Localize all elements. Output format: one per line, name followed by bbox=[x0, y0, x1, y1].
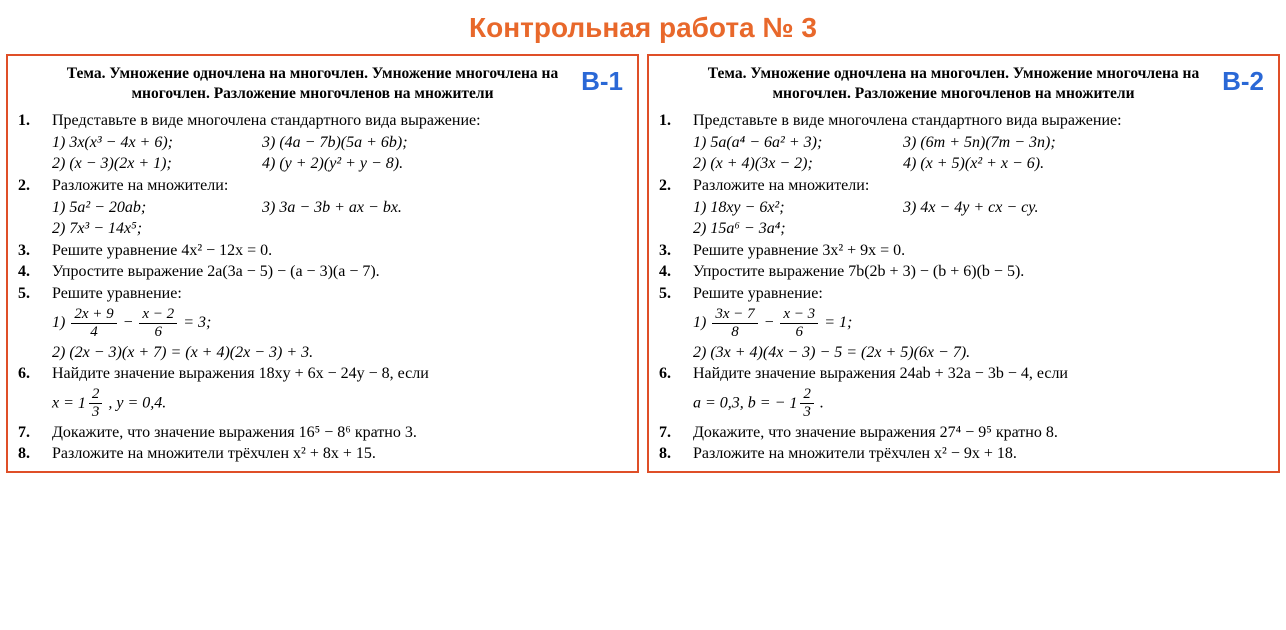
sub: 3) (6m + 5n)(7m − 3n); bbox=[903, 132, 1056, 154]
sub: 4) (x + 5)(x² + x − 6). bbox=[903, 153, 1044, 175]
sub: 2) 15a⁶ − 3a⁴; bbox=[693, 218, 903, 240]
variant-2: В-2 Тема. Умножение одночлена на многочл… bbox=[647, 54, 1280, 473]
theme-text: Умножение одночлена на многочлен. Умноже… bbox=[109, 65, 558, 102]
task-text: Упростите выражение 7b(2b + 3) − (b + 6)… bbox=[693, 263, 1024, 280]
task-text: Разложите на множители трёхчлен x² + 8x … bbox=[52, 445, 376, 462]
task-num: 6. bbox=[659, 363, 693, 422]
task-num: 4. bbox=[659, 261, 693, 283]
variant-1: В-1 Тема. Умножение одночлена на многочл… bbox=[6, 54, 639, 473]
task-text: Решите уравнение: bbox=[52, 283, 627, 305]
task-num: 3. bbox=[659, 240, 693, 262]
task-text: Найдите значение выражения 24ab + 32a − … bbox=[693, 363, 1268, 385]
eq-line: 1) 2x + 94 − x − 26 = 3; bbox=[52, 305, 627, 342]
task-num: 7. bbox=[18, 422, 52, 444]
task-num: 5. bbox=[659, 283, 693, 363]
sub: 1) 3x(x³ − 4x + 6); bbox=[52, 132, 262, 154]
sub: 2) (2x − 3)(x + 7) = (x + 4)(2x − 3) + 3… bbox=[52, 342, 627, 364]
task-num: 2. bbox=[659, 175, 693, 240]
task-text: Решите уравнение 3x² + 9x = 0. bbox=[693, 242, 905, 259]
task-num: 6. bbox=[18, 363, 52, 422]
sub: 2) (x + 4)(3x − 2); bbox=[693, 153, 903, 175]
theme-text: Умножение одночлена на многочлен. Умноже… bbox=[750, 65, 1199, 102]
theme-block: Тема. Умножение одночлена на многочлен. … bbox=[18, 64, 627, 110]
sub: 1) 18xy − 6x²; bbox=[693, 197, 903, 219]
task-text: Решите уравнение: bbox=[693, 283, 1268, 305]
page-title: Контрольная работа № 3 bbox=[0, 0, 1286, 54]
task-num: 5. bbox=[18, 283, 52, 363]
eq-line: x = 123 , y = 0,4. bbox=[52, 385, 627, 422]
task-text: Разложите на множители: bbox=[52, 175, 627, 197]
task-num: 1. bbox=[18, 110, 52, 175]
sub: 2) 7x³ − 14x⁵; bbox=[52, 218, 262, 240]
task-text: Представьте в виде многочлена стандартно… bbox=[693, 110, 1268, 132]
task-num: 8. bbox=[18, 443, 52, 465]
task-text: Разложите на множители: bbox=[693, 175, 1268, 197]
eq-line: a = 0,3, b = − 123 . bbox=[693, 385, 1268, 422]
variants-container: В-1 Тема. Умножение одночлена на многочл… bbox=[0, 54, 1286, 473]
theme-label: Тема. bbox=[708, 65, 747, 82]
task-num: 1. bbox=[659, 110, 693, 175]
task-num: 2. bbox=[18, 175, 52, 240]
task-text: Разложите на множители трёхчлен x² − 9x … bbox=[693, 445, 1017, 462]
task-num: 4. bbox=[18, 261, 52, 283]
sub: 1) 5a² − 20ab; bbox=[52, 197, 262, 219]
task-text: Найдите значение выражения 18xy + 6x − 2… bbox=[52, 363, 627, 385]
variant-badge-2: В-2 bbox=[1222, 64, 1264, 99]
task-num: 8. bbox=[659, 443, 693, 465]
theme-label: Тема. bbox=[67, 65, 106, 82]
task-text: Представьте в виде многочлена стандартно… bbox=[52, 110, 627, 132]
task-text: Упростите выражение 2a(3a − 5) − (a − 3)… bbox=[52, 263, 380, 280]
eq-line: 1) 3x − 78 − x − 36 = 1; bbox=[693, 305, 1268, 342]
sub: 4) (y + 2)(y² + y − 8). bbox=[262, 153, 403, 175]
task-num: 3. bbox=[18, 240, 52, 262]
task-num: 7. bbox=[659, 422, 693, 444]
sub: 2) (x − 3)(2x + 1); bbox=[52, 153, 262, 175]
task-text: Докажите, что значение выражения 16⁵ − 8… bbox=[52, 424, 417, 441]
sub: 1) 5a(a⁴ − 6a² + 3); bbox=[693, 132, 903, 154]
sub: 2) (3x + 4)(4x − 3) − 5 = (2x + 5)(6x − … bbox=[693, 342, 1268, 364]
theme-block: Тема. Умножение одночлена на многочлен. … bbox=[659, 64, 1268, 110]
task-text: Докажите, что значение выражения 27⁴ − 9… bbox=[693, 424, 1058, 441]
sub: 3) 4x − 4y + cx − cy. bbox=[903, 197, 1038, 219]
task-text: Решите уравнение 4x² − 12x = 0. bbox=[52, 242, 272, 259]
sub: 3) 3a − 3b + ax − bx. bbox=[262, 197, 402, 219]
sub: 3) (4a − 7b)(5a + 6b); bbox=[262, 132, 408, 154]
variant-badge-1: В-1 bbox=[581, 64, 623, 99]
